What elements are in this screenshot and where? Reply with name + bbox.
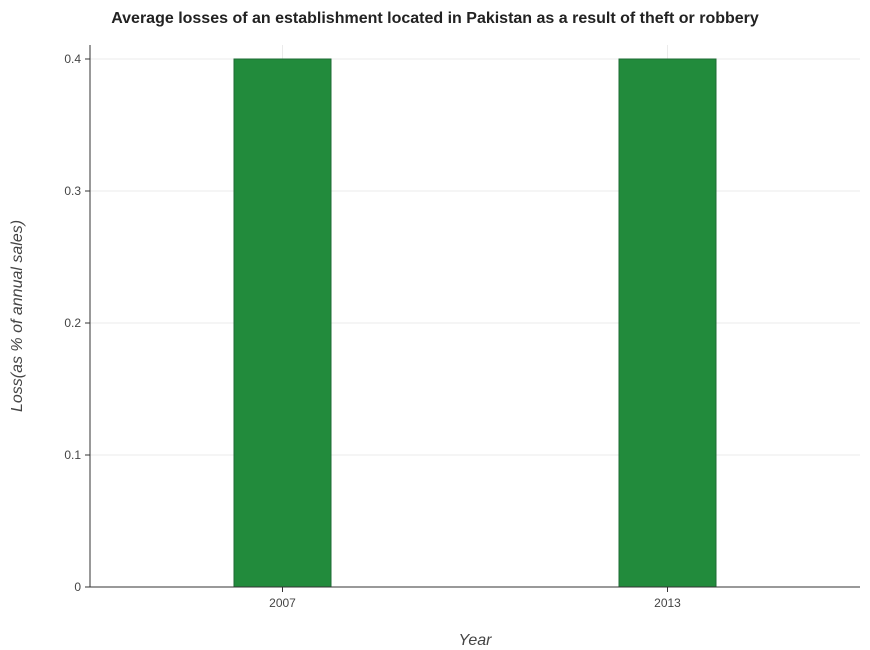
y-tick-label: 0.2	[64, 316, 81, 330]
bar-2007	[233, 58, 332, 588]
x-axis-label: Year	[459, 632, 493, 649]
y-tick-label: 0.3	[64, 184, 81, 198]
bar-2013	[618, 58, 717, 588]
x-tick-label: 2013	[654, 596, 681, 610]
axes: 0 0.1 0.2 0.3 0.4 2007 2013	[64, 45, 860, 610]
y-tick-label: 0	[74, 580, 81, 594]
chart-title: Average losses of an establishment locat…	[111, 10, 759, 27]
y-tick-label: 0.1	[64, 448, 81, 462]
bars	[233, 58, 717, 588]
plot-area	[90, 45, 860, 587]
y-axis-label: Loss(as % of annual sales)	[9, 220, 26, 412]
y-tick-label: 0.4	[64, 52, 81, 66]
x-tick-label: 2007	[269, 596, 296, 610]
